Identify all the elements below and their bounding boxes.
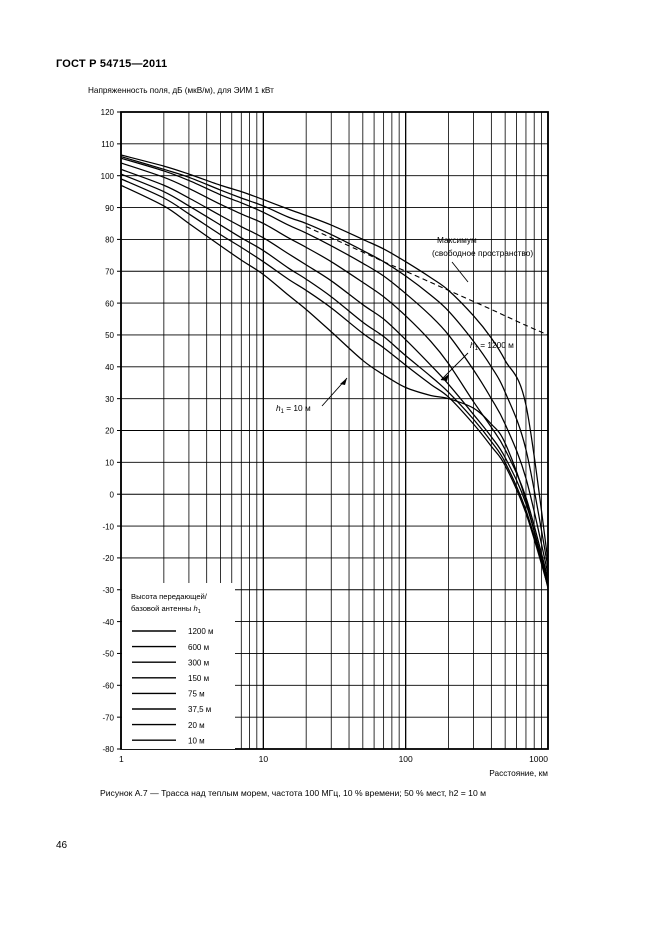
standard-header: ГОСТ Р 54715—2011 — [56, 58, 168, 70]
annotation-h1-10: h1 = 10 м — [276, 403, 311, 415]
y-tick-label: -80 — [102, 745, 114, 754]
curve-20-м — [121, 178, 548, 587]
legend-title-line2: базовой антенны h1 — [131, 604, 201, 615]
y-tick-label: 100 — [101, 172, 115, 181]
annotation-maximum-line2: (свободное пространство) — [432, 248, 533, 258]
y-tick-label: 20 — [105, 427, 114, 436]
y-tick-label: 50 — [105, 331, 114, 340]
curve-150-м — [121, 162, 548, 579]
x-axis-title: Расстояние, км — [489, 768, 548, 778]
curve-75-м — [121, 168, 548, 582]
curve-максимум-свободное-пространство- — [305, 226, 548, 336]
curve-600-м — [121, 155, 548, 568]
y-tick-label: 90 — [105, 204, 114, 213]
figure-caption: Рисунок А.7 — Трасса над теплым морем, ч… — [100, 788, 487, 798]
legend-label-5: 75 м — [188, 690, 205, 699]
y-tick-label: 120 — [101, 108, 115, 117]
y-tick-label: 10 — [105, 459, 114, 468]
annotation-maximum-leader — [451, 261, 469, 283]
y-tick-label: -40 — [102, 618, 114, 627]
x-tick-label: 100 — [399, 754, 413, 764]
legend-label-8: 10 м — [188, 736, 205, 745]
y-tick-label: 80 — [105, 236, 114, 245]
annotation-h1-1200-leader — [440, 352, 469, 381]
legend-label-2: 600 м — [188, 643, 209, 652]
curve-1200-м — [121, 154, 548, 562]
y-tick-label: -10 — [102, 522, 114, 531]
y-tick-label: -20 — [102, 554, 114, 563]
y-tick-label: 60 — [105, 299, 114, 308]
y-tick-label: -30 — [102, 586, 114, 595]
annotation-h1-10-arrow — [340, 378, 347, 385]
legend-label-3: 300 м — [188, 658, 209, 667]
annotation-maximum-line1: Максимум — [437, 235, 477, 245]
y-tick-label: 30 — [105, 395, 114, 404]
legend-title-line1: Высота передающей/ — [131, 592, 208, 601]
y-tick-label: -70 — [102, 713, 114, 722]
y-tick-label: 70 — [105, 267, 114, 276]
curve-300-м — [121, 157, 548, 574]
y-tick-label: -50 — [102, 650, 114, 659]
legend-label-6: 37,5 м — [188, 705, 211, 714]
annotation-h1-1200: h1 = 1200 м — [470, 340, 514, 352]
y-axis-title: Напряженность поля, дБ (мкВ/м), для ЭИМ … — [88, 86, 274, 95]
x-tick-label: 1 — [119, 754, 124, 764]
y-tick-label: 40 — [105, 363, 114, 372]
legend-label-7: 20 м — [188, 721, 205, 730]
y-tick-label: 0 — [110, 490, 115, 499]
y-tick-label: 110 — [101, 140, 114, 149]
legend-background — [122, 583, 235, 749]
x-tick-label: 10 — [259, 754, 269, 764]
plot-frame — [120, 111, 549, 750]
curve-10-м — [121, 184, 548, 589]
curve-37-5-м — [121, 173, 548, 586]
page-number: 46 — [56, 840, 68, 851]
legend-label-1: 1200 м — [188, 627, 214, 636]
legend-label-4: 150 м — [188, 674, 209, 683]
x-tick-label: 1000 — [529, 754, 548, 764]
annotation-h1-1200-arrow — [441, 374, 449, 381]
y-tick-label: -60 — [102, 682, 114, 691]
